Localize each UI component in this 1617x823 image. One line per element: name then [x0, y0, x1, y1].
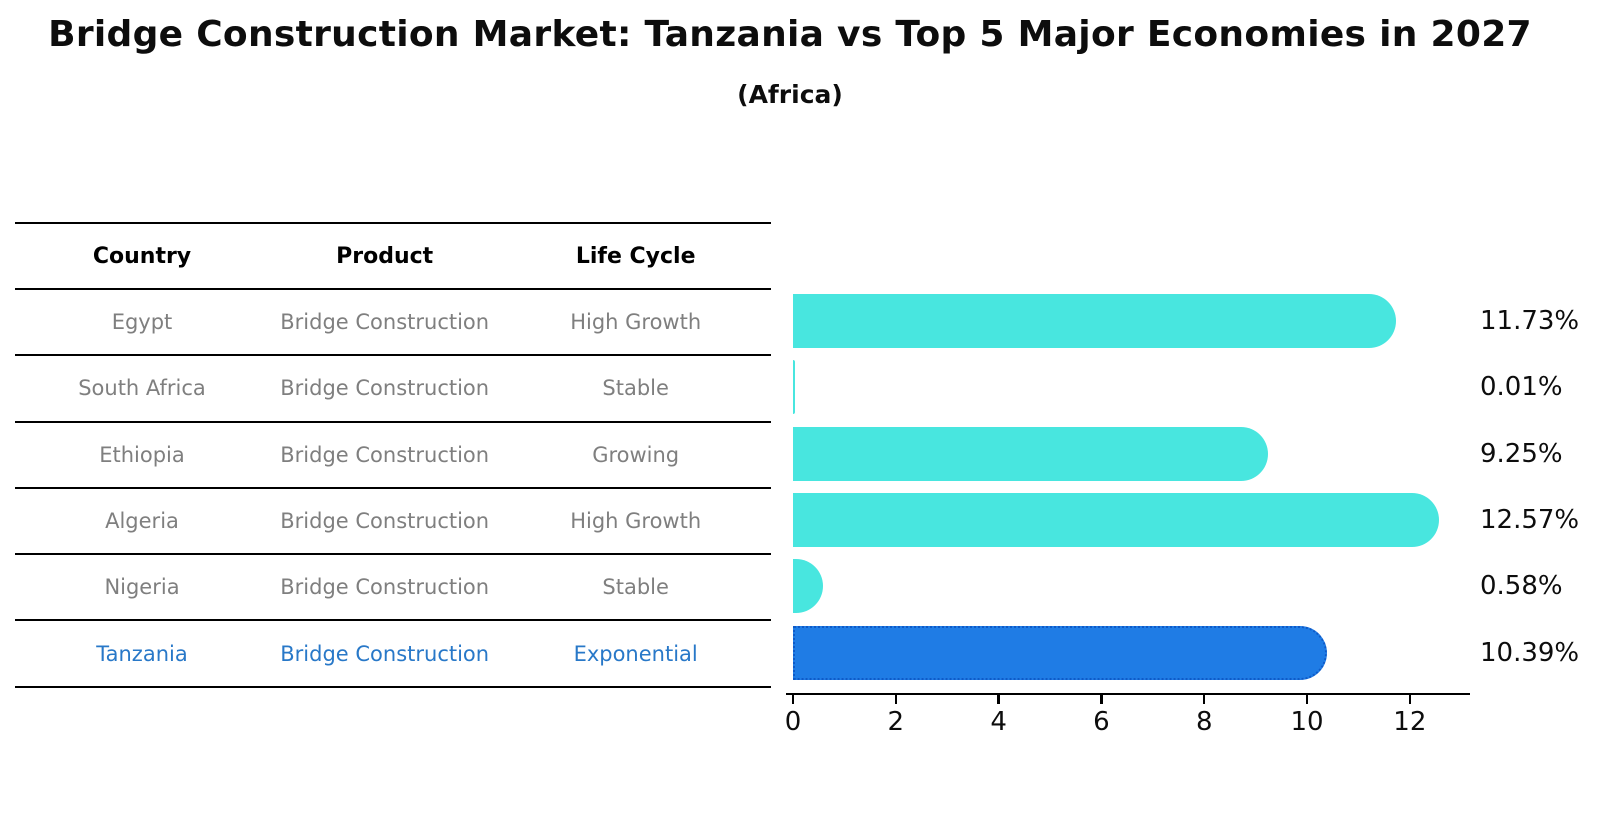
product-cell: Bridge Construction	[280, 310, 490, 335]
x-axis-tick-label: 2	[887, 707, 905, 737]
x-axis-tick-label: 4	[990, 707, 1007, 737]
table-row: Ethiopia Bridge Construction Growing	[15, 423, 771, 489]
bar-value-label: 12.57%	[1480, 505, 1580, 536]
x-axis-tick-label: 0	[784, 707, 802, 737]
bar-value-label: 11.73%	[1480, 306, 1580, 337]
lifecycle-cell: Stable	[602, 575, 669, 600]
bar	[793, 625, 1328, 680]
bar-value-label: 0.58%	[1480, 571, 1563, 602]
x-axis-tick-mark	[791, 695, 795, 704]
lifecycle-cell: Growing	[592, 442, 680, 467]
lifecycle-cell: High Growth	[570, 310, 702, 335]
bar-row	[793, 354, 1470, 420]
product-cell: Bridge Construction	[280, 376, 490, 401]
chart-subtitle: (Africa)	[737, 80, 843, 109]
country-cell: Nigeria	[104, 575, 180, 600]
chart-title: Bridge Construction Market: Tanzania vs …	[48, 14, 1532, 55]
x-axis-line	[786, 693, 1470, 695]
bar	[793, 294, 1396, 349]
bar-value-labels: 11.73% 0.01% 9.25% 12.57% 0.58% 10.39%	[1480, 288, 1615, 686]
table-row: Algeria Bridge Construction High Growth	[15, 489, 771, 556]
bar-row	[793, 553, 1470, 619]
country-cell: Tanzania	[96, 641, 188, 666]
x-axis-tick-mark	[1408, 695, 1412, 704]
x-axis-tick-mark	[997, 695, 1000, 704]
bar-row	[793, 487, 1470, 553]
country-cell: Algeria	[105, 509, 179, 534]
bar-value-label: 0.01%	[1480, 372, 1563, 403]
product-cell: Bridge Construction	[280, 509, 490, 534]
x-axis-tick: 10	[1272, 695, 1342, 737]
table-row: Egypt Bridge Construction High Growth	[15, 290, 771, 357]
country-cell: Ethiopia	[99, 442, 185, 467]
product-cell: Bridge Construction	[280, 641, 490, 666]
x-axis-tick: 8	[1169, 695, 1239, 737]
table-row: Tanzania Bridge Construction Exponential	[15, 621, 771, 688]
bar-value-label: 9.25%	[1480, 438, 1563, 469]
bar-chart	[793, 288, 1470, 686]
country-cell: Egypt	[111, 310, 173, 335]
x-axis: 0 2 4 6 8 10 12	[785, 693, 1470, 753]
product-cell: Bridge Construction	[280, 442, 490, 467]
x-axis-tick: 12	[1375, 695, 1445, 737]
lifecycle-cell: High Growth	[570, 509, 702, 534]
x-axis-tick: 4	[964, 695, 1034, 737]
x-axis-tick: 6	[1066, 695, 1136, 737]
header-life-cycle: Life Cycle	[575, 243, 696, 269]
x-axis-tick-label: 6	[1093, 707, 1110, 737]
country-table: Country Product Life Cycle Egypt Bridge …	[15, 222, 771, 688]
bar	[793, 559, 823, 614]
lifecycle-cell: Stable	[602, 376, 669, 401]
x-axis-tick-mark	[1100, 695, 1103, 704]
country-cell: South Africa	[78, 376, 206, 401]
x-axis-tick: 2	[861, 695, 931, 737]
table-row: South Africa Bridge Construction Stable	[15, 356, 771, 423]
header-country: Country	[92, 243, 192, 269]
x-axis-tick-label: 10	[1290, 707, 1324, 737]
x-axis-tick-mark	[1202, 695, 1206, 704]
x-axis-tick-label: 12	[1393, 707, 1427, 737]
bar	[793, 493, 1440, 548]
bar-row	[793, 288, 1470, 354]
bar-value-label: 10.39%	[1480, 637, 1580, 668]
x-axis-ticks: 0 2 4 6 8 10 12	[785, 695, 1470, 751]
bar-row	[793, 620, 1470, 686]
bar-row	[793, 421, 1470, 487]
lifecycle-cell: Exponential	[573, 641, 698, 666]
header-product: Product	[336, 243, 434, 269]
bar	[793, 360, 795, 415]
x-axis-tick-label: 8	[1195, 707, 1213, 737]
table-header-row: Country Product Life Cycle	[15, 222, 771, 290]
table-row: Nigeria Bridge Construction Stable	[15, 555, 771, 622]
bar	[793, 426, 1269, 481]
product-cell: Bridge Construction	[280, 575, 490, 600]
x-axis-tick-mark	[894, 695, 898, 704]
x-axis-tick: 0	[758, 695, 828, 737]
x-axis-tick-mark	[1305, 695, 1309, 704]
